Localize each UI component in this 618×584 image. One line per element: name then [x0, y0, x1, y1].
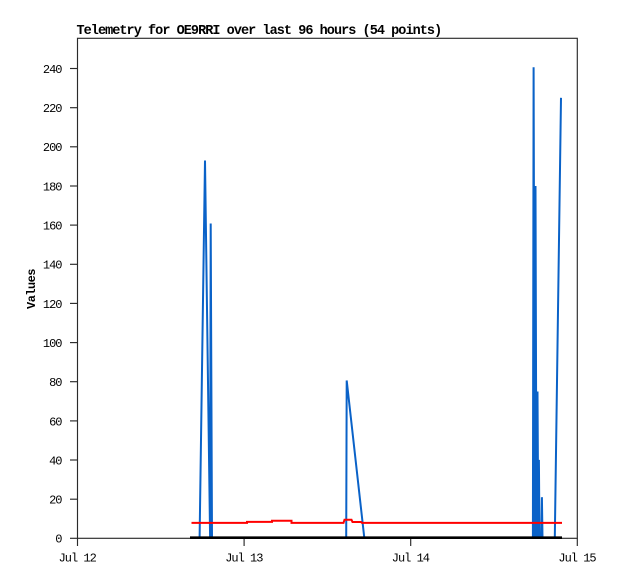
svg-text:240: 240	[43, 63, 62, 77]
svg-text:40: 40	[49, 454, 62, 468]
svg-text:220: 220	[43, 102, 62, 116]
svg-text:120: 120	[43, 298, 62, 312]
svg-text:0: 0	[55, 533, 62, 547]
svg-text:Jul 15: Jul 15	[558, 552, 596, 566]
svg-text:Telemetry for OE9RRI over last: Telemetry for OE9RRI over last 96 hours …	[77, 24, 442, 39]
svg-text:80: 80	[49, 376, 62, 390]
svg-text:Jul 13: Jul 13	[225, 552, 263, 566]
svg-text:100: 100	[43, 337, 62, 351]
svg-text:Jul 14: Jul 14	[392, 552, 430, 566]
svg-text:160: 160	[43, 220, 62, 234]
svg-text:20: 20	[49, 494, 62, 508]
svg-text:Values: Values	[25, 269, 39, 309]
svg-text:60: 60	[49, 415, 62, 429]
svg-text:140: 140	[43, 259, 62, 273]
svg-text:180: 180	[43, 180, 62, 194]
svg-text:Jul 12: Jul 12	[59, 552, 97, 566]
svg-text:200: 200	[43, 141, 62, 155]
